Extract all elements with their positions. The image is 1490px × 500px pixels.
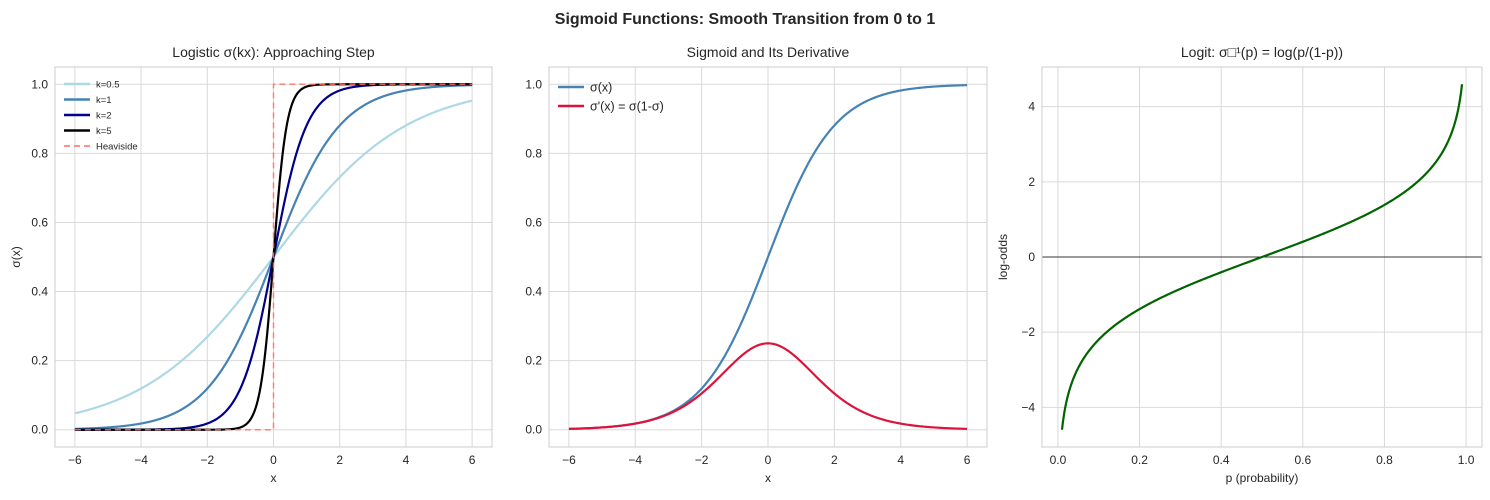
y-tick-label: 0.2 — [31, 354, 48, 368]
y-tick-label: 0.6 — [525, 215, 542, 229]
axes-frame — [1041, 66, 1483, 448]
series-line-logit — [1060, 84, 1464, 430]
y-tick-label: 2 — [1028, 175, 1035, 189]
y-tick-label: 0.2 — [525, 354, 542, 368]
y-tick-label: 1.0 — [31, 77, 48, 91]
subplot-title: Sigmoid and Its Derivative — [687, 44, 850, 60]
legend-label: σ'(x) = σ(1-σ) — [590, 100, 664, 114]
x-tick-label: 1.0 — [1458, 453, 1475, 467]
x-tick-label: −2 — [200, 453, 214, 467]
y-axis-label: σ(x) — [9, 246, 23, 267]
x-tick-label: −2 — [695, 453, 709, 467]
subplot-title: Logistic σ(kx): Approaching Step — [172, 44, 375, 60]
x-tick-label: 6 — [469, 453, 476, 467]
series-line--x-1- — [568, 342, 968, 430]
x-tick-label: 0.2 — [1131, 453, 1148, 467]
x-tick-label: 4 — [897, 453, 904, 467]
x-tick-label: 0.0 — [1050, 453, 1067, 467]
axes-frame — [548, 66, 988, 448]
y-tick-label: 0 — [1028, 250, 1035, 264]
x-axis-label: x — [765, 471, 771, 485]
x-tick-label: 0.8 — [1376, 453, 1393, 467]
legend: k=0.5 k=1 k=2 k=5 Heaviside — [64, 79, 138, 152]
x-tick-label: 0.6 — [1294, 453, 1311, 467]
x-tick-label: 0.4 — [1213, 453, 1230, 467]
figure-title: Sigmoid Functions: Smooth Transition fro… — [555, 11, 936, 28]
subplot-title: Logit: σ□¹(p) = log(p/(1-p)) — [1181, 44, 1343, 60]
y-tick-label: 0.0 — [31, 423, 48, 437]
y-tick-label: 0.0 — [525, 423, 542, 437]
x-tick-label: −4 — [628, 453, 642, 467]
legend: σ(x) σ'(x) = σ(1-σ) — [558, 81, 664, 114]
x-axis-label: x — [271, 471, 277, 485]
y-tick-label: 4 — [1028, 100, 1035, 114]
subplot-1: −6 −4 −2 0 2 4 6 0.0 0.2 0.4 0.6 0.8 1.0 Logistic σ(k… — [9, 44, 493, 485]
legend-label: k=5 — [96, 126, 112, 137]
x-axis-label: p (probability) — [1226, 471, 1299, 485]
x-tick-label: 2 — [336, 453, 343, 467]
y-tick-label: 0.8 — [525, 146, 542, 160]
y-tick-label: 0.4 — [31, 285, 48, 299]
axes-frame — [54, 66, 493, 448]
legend-label: σ(x) — [590, 81, 612, 95]
x-tick-label: 6 — [964, 453, 971, 467]
subplot-3: 0.0 0.2 0.4 0.6 0.8 1.0 −4 −2 0 2 4 Logit: σ□¹(p) =… — [996, 44, 1483, 485]
legend-label: Heaviside — [96, 141, 138, 152]
y-tick-label: 1.0 — [525, 77, 542, 91]
x-tick-label: 2 — [831, 453, 838, 467]
legend-label: k=0.5 — [96, 79, 120, 90]
subplot-2: −6 −4 −2 0 2 4 6 0.0 0.2 0.4 0.6 0.8 1.0 Sigmoid and … — [525, 44, 988, 485]
series-line-heaviside — [74, 83, 473, 431]
y-axis-label: log-odds — [996, 234, 1010, 280]
y-tick-label: 0.6 — [31, 215, 48, 229]
x-tick-label: −6 — [562, 453, 576, 467]
x-tick-label: 4 — [403, 453, 410, 467]
legend-label: k=2 — [96, 110, 112, 121]
legend-label: k=1 — [96, 95, 112, 106]
y-tick-label: −2 — [1021, 325, 1035, 339]
x-tick-label: 0 — [270, 453, 277, 467]
x-tick-label: 0 — [765, 453, 772, 467]
y-tick-label: 0.4 — [525, 285, 542, 299]
y-tick-label: −4 — [1021, 400, 1035, 414]
y-tick-label: 0.8 — [31, 146, 48, 160]
x-tick-label: −4 — [134, 453, 148, 467]
x-tick-label: −6 — [68, 453, 82, 467]
